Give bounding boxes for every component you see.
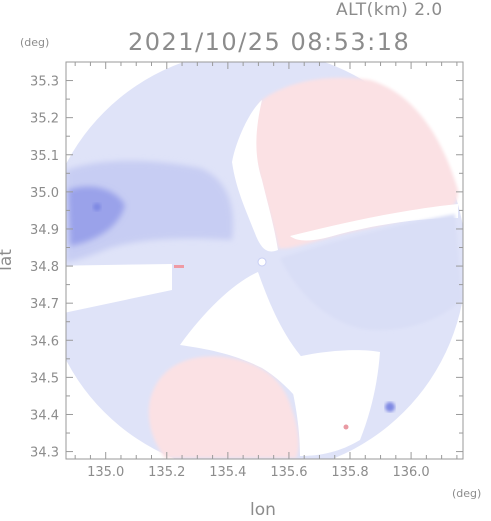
y-tick-label: 34.5 — [30, 371, 59, 386]
plot-frame — [65, 61, 464, 460]
strong-echo — [93, 203, 101, 211]
west-negative-region — [66, 160, 234, 262]
x-tick-label: 135.2 — [148, 465, 185, 480]
radar-site-marker — [257, 257, 267, 267]
x-tick-label: 135.0 — [87, 465, 124, 480]
positive-echo — [343, 424, 349, 430]
y-tick-label: 35.3 — [30, 75, 59, 90]
y-unit-label: (deg) — [20, 36, 50, 49]
no-data-wedge — [66, 264, 172, 313]
north-positive-region — [252, 77, 458, 249]
south-positive-region — [148, 356, 299, 458]
west-strong-negative — [68, 186, 125, 246]
y-tick-label: 34.8 — [30, 260, 59, 275]
y-tick-label: 34.3 — [30, 446, 59, 461]
y-tick-label: 34.9 — [30, 223, 59, 238]
x-tick-label: 135.8 — [331, 465, 368, 480]
northeast-gap — [290, 204, 458, 241]
x-tick-label: 135.4 — [209, 465, 246, 480]
y-tick-label: 34.7 — [30, 297, 59, 312]
altitude-label: ALT(km) 2.0 — [336, 0, 443, 20]
south-gap — [180, 272, 316, 420]
y-tick-label: 35.2 — [30, 112, 59, 127]
x-tick-label: 135.6 — [270, 465, 307, 480]
axis-ticks — [66, 61, 463, 459]
y-tick-label: 34.6 — [30, 334, 59, 349]
velocity-field — [66, 62, 463, 459]
southeast-gap — [285, 350, 380, 456]
strong-echo — [385, 402, 395, 412]
y-tick-label: 35.1 — [30, 149, 59, 164]
y-tick-label: 34.4 — [30, 408, 59, 423]
north-gap — [232, 100, 278, 252]
positive-echo — [174, 265, 184, 268]
y-tick-label: 35.0 — [30, 186, 59, 201]
axis-tick-labels: 135.0 135.2 135.4 135.6 135.8 136.0 34.3 34.4 34… — [30, 75, 430, 480]
x-unit-label: (deg) — [452, 487, 482, 500]
x-axis-label: lon — [250, 500, 276, 520]
east-negative-region — [280, 214, 462, 331]
x-tick-label: 136.0 — [392, 465, 429, 480]
chart-title: 2021/10/25 08:53:18 — [128, 28, 411, 56]
